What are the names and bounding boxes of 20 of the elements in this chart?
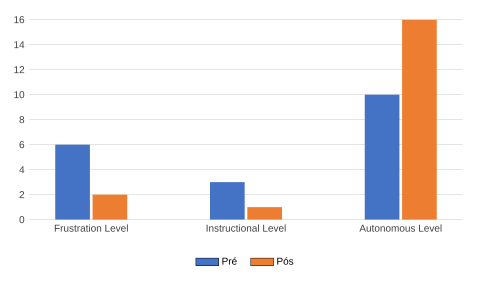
y-tick-label: 10 <box>14 91 24 98</box>
legend-label: Pós <box>277 257 294 265</box>
x-tick-label: Instructional Level <box>206 224 286 232</box>
y-tick-label: 14 <box>14 41 24 48</box>
bar <box>92 194 128 220</box>
y-tick-label: 6 <box>20 141 24 148</box>
legend-label: Pré <box>222 257 237 265</box>
y-tick-label: 8 <box>20 116 24 124</box>
x-tick-label: Frustration Level <box>54 224 128 232</box>
y-tick-label: 12 <box>14 66 24 74</box>
y-tick-label: 16 <box>14 16 24 24</box>
y-tick-label: 4 <box>19 166 24 174</box>
bar <box>210 182 245 220</box>
x-tick-label: Autonomous Level <box>359 224 442 232</box>
bar <box>55 144 90 220</box>
y-tick-label: 2 <box>20 191 24 198</box>
bar <box>247 207 282 220</box>
y-tick-label: 0 <box>19 216 24 224</box>
bar <box>364 94 400 220</box>
bar <box>402 20 437 220</box>
